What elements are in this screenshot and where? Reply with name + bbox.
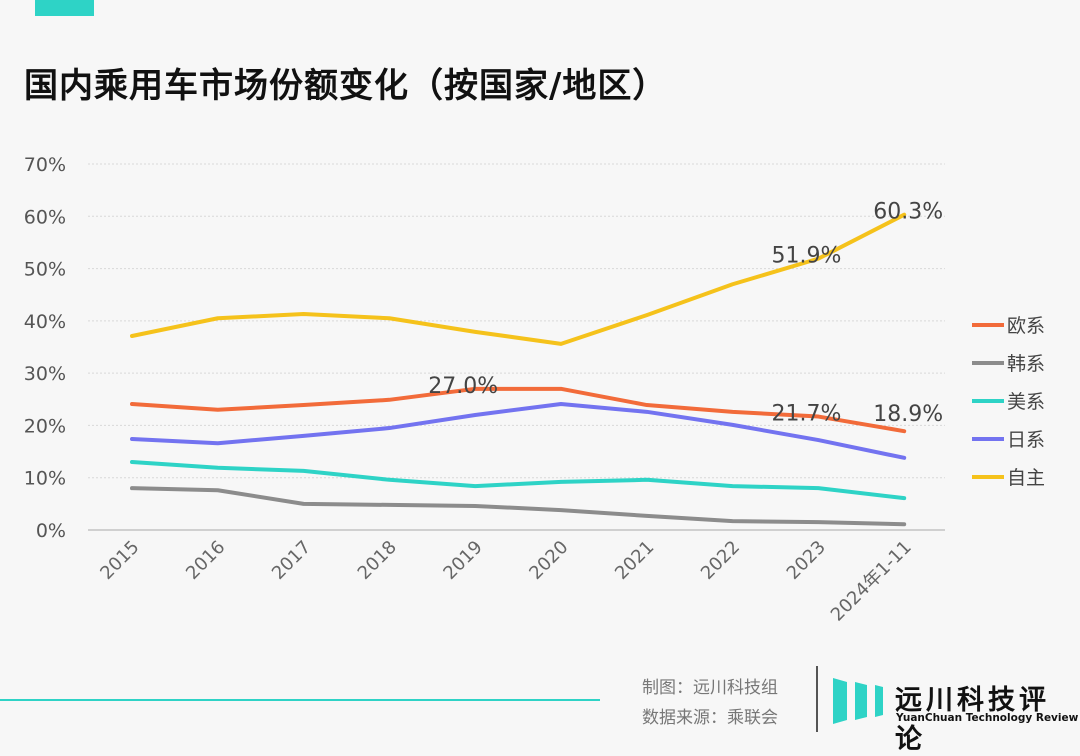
y-tick-label: 30% [24, 363, 66, 385]
y-tick-label: 40% [24, 311, 66, 333]
legend-label: 自主 [1007, 467, 1045, 489]
legend-label: 欧系 [1007, 315, 1045, 337]
data-label: 21.7% [771, 402, 841, 427]
x-tick-label: 2021 [611, 537, 658, 584]
footer-divider [816, 666, 818, 732]
logo-text-en: YuanChuan Technology Review [896, 712, 1078, 724]
x-tick-label: 2018 [354, 537, 401, 584]
y-tick-label: 0% [36, 520, 66, 542]
y-tick-label: 20% [24, 415, 66, 437]
data-label: 51.9% [771, 244, 841, 269]
y-tick-label: 50% [24, 259, 66, 281]
credit-maker: 制图：远川科技组 [642, 673, 778, 698]
data-label: 27.0% [428, 374, 498, 399]
legend-label: 韩系 [1007, 353, 1045, 375]
x-tick-label: 2016 [182, 537, 229, 584]
x-tick-label: 2015 [96, 537, 143, 584]
data-label: 18.9% [873, 402, 943, 427]
x-tick-label: 2024年1-11 [827, 537, 916, 626]
x-tick-label: 2020 [525, 537, 572, 584]
y-tick-label: 70% [24, 154, 66, 176]
x-tick-label: 2017 [268, 537, 315, 584]
x-tick-label: 2023 [783, 537, 830, 584]
footer-accent-line [0, 699, 600, 701]
line-chart: 0% 10% 20% 30% 40% 50% 60% 70% 2015 2016 2017 2018 2… [0, 0, 1080, 680]
series-line-自主 [132, 215, 904, 344]
series-line-美系 [132, 462, 904, 498]
credit-source: 数据来源：乘联会 [642, 703, 778, 728]
y-tick-label: 60% [24, 206, 66, 228]
legend-label: 美系 [1007, 391, 1045, 413]
x-tick-label: 2019 [439, 537, 486, 584]
y-tick-label: 10% [24, 468, 66, 490]
x-tick-label: 2022 [697, 537, 744, 584]
legend-label: 日系 [1007, 429, 1045, 451]
series-line-韩系 [132, 488, 904, 524]
logo-bars-icon [833, 678, 893, 728]
data-label: 60.3% [873, 200, 943, 225]
